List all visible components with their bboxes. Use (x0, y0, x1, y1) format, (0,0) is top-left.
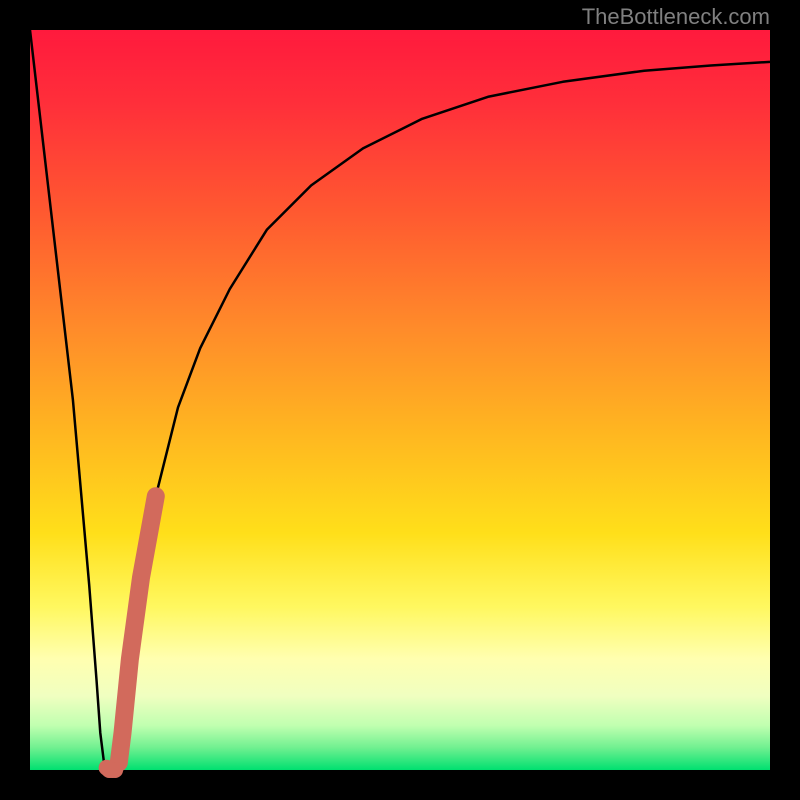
watermark-text: TheBottleneck.com (582, 4, 770, 30)
accent-dot (99, 760, 115, 776)
gradient-background (30, 30, 770, 770)
chart-root: TheBottleneck.com (0, 0, 800, 800)
chart-svg (0, 0, 800, 800)
